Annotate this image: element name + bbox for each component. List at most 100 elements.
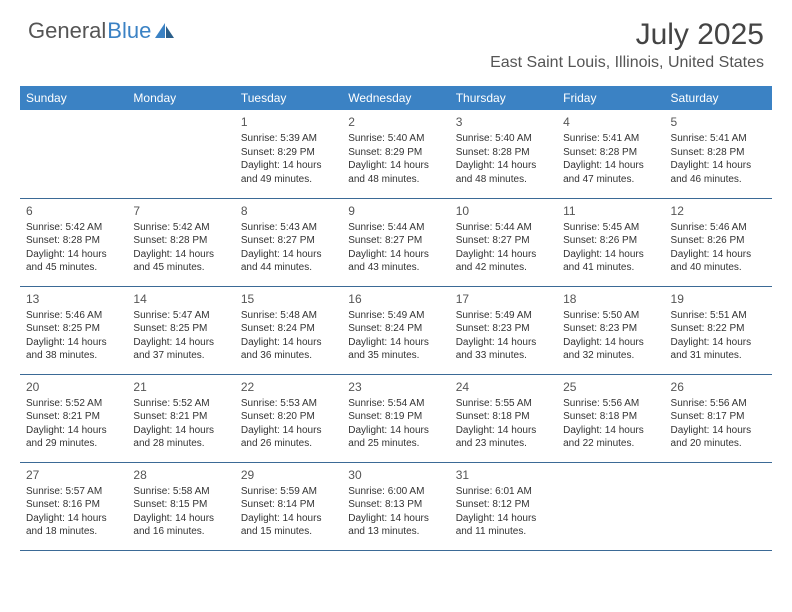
sunset-line: Sunset: 8:13 PM: [348, 498, 443, 512]
calendar-cell: [665, 462, 772, 550]
day-number: 2: [348, 114, 443, 130]
day-number: 3: [456, 114, 551, 130]
daylight-line-1: Daylight: 14 hours: [26, 336, 121, 350]
sunset-line: Sunset: 8:23 PM: [456, 322, 551, 336]
sunrise-line: Sunrise: 5:46 AM: [26, 309, 121, 323]
calendar-cell: 9Sunrise: 5:44 AMSunset: 8:27 PMDaylight…: [342, 198, 449, 286]
sunset-line: Sunset: 8:21 PM: [26, 410, 121, 424]
calendar-cell: 7Sunrise: 5:42 AMSunset: 8:28 PMDaylight…: [127, 198, 234, 286]
month-title: July 2025: [490, 18, 764, 52]
sunrise-line: Sunrise: 5:49 AM: [456, 309, 551, 323]
day-number: 23: [348, 379, 443, 395]
sunrise-line: Sunrise: 5:40 AM: [348, 132, 443, 146]
calendar-cell: 19Sunrise: 5:51 AMSunset: 8:22 PMDayligh…: [665, 286, 772, 374]
calendar-cell: [20, 110, 127, 198]
daylight-line-2: and 45 minutes.: [133, 261, 228, 275]
day-number: 11: [563, 203, 658, 219]
sunrise-line: Sunrise: 5:41 AM: [563, 132, 658, 146]
calendar-cell: 30Sunrise: 6:00 AMSunset: 8:13 PMDayligh…: [342, 462, 449, 550]
day-number: 13: [26, 291, 121, 307]
daylight-line-1: Daylight: 14 hours: [133, 336, 228, 350]
calendar-cell: 5Sunrise: 5:41 AMSunset: 8:28 PMDaylight…: [665, 110, 772, 198]
day-number: 28: [133, 467, 228, 483]
day-number: 10: [456, 203, 551, 219]
daylight-line-2: and 41 minutes.: [563, 261, 658, 275]
sunrise-line: Sunrise: 5:42 AM: [26, 221, 121, 235]
sunrise-line: Sunrise: 5:52 AM: [26, 397, 121, 411]
day-number: 26: [671, 379, 766, 395]
calendar-cell: 20Sunrise: 5:52 AMSunset: 8:21 PMDayligh…: [20, 374, 127, 462]
sunset-line: Sunset: 8:27 PM: [456, 234, 551, 248]
daylight-line-2: and 13 minutes.: [348, 525, 443, 539]
calendar-cell: 4Sunrise: 5:41 AMSunset: 8:28 PMDaylight…: [557, 110, 664, 198]
day-number: 6: [26, 203, 121, 219]
daylight-line-1: Daylight: 14 hours: [456, 159, 551, 173]
sunset-line: Sunset: 8:28 PM: [26, 234, 121, 248]
daylight-line-1: Daylight: 14 hours: [456, 424, 551, 438]
calendar-table: Sunday Monday Tuesday Wednesday Thursday…: [20, 86, 772, 551]
sunrise-line: Sunrise: 5:54 AM: [348, 397, 443, 411]
daylight-line-2: and 33 minutes.: [456, 349, 551, 363]
calendar-cell: 18Sunrise: 5:50 AMSunset: 8:23 PMDayligh…: [557, 286, 664, 374]
sunrise-line: Sunrise: 5:59 AM: [241, 485, 336, 499]
daylight-line-2: and 48 minutes.: [456, 173, 551, 187]
sunrise-line: Sunrise: 5:43 AM: [241, 221, 336, 235]
sunrise-line: Sunrise: 5:52 AM: [133, 397, 228, 411]
sunrise-line: Sunrise: 5:44 AM: [456, 221, 551, 235]
sunrise-line: Sunrise: 5:50 AM: [563, 309, 658, 323]
sunset-line: Sunset: 8:18 PM: [456, 410, 551, 424]
calendar-cell: 8Sunrise: 5:43 AMSunset: 8:27 PMDaylight…: [235, 198, 342, 286]
sunset-line: Sunset: 8:20 PM: [241, 410, 336, 424]
calendar-cell: 25Sunrise: 5:56 AMSunset: 8:18 PMDayligh…: [557, 374, 664, 462]
day-header: Wednesday: [342, 86, 449, 110]
day-number: 16: [348, 291, 443, 307]
day-number: 17: [456, 291, 551, 307]
daylight-line-2: and 43 minutes.: [348, 261, 443, 275]
sunrise-line: Sunrise: 5:57 AM: [26, 485, 121, 499]
day-number: 22: [241, 379, 336, 395]
daylight-line-2: and 20 minutes.: [671, 437, 766, 451]
daylight-line-1: Daylight: 14 hours: [456, 512, 551, 526]
day-number: 21: [133, 379, 228, 395]
sunset-line: Sunset: 8:28 PM: [456, 146, 551, 160]
calendar-cell: 21Sunrise: 5:52 AMSunset: 8:21 PMDayligh…: [127, 374, 234, 462]
daylight-line-1: Daylight: 14 hours: [563, 248, 658, 262]
sunset-line: Sunset: 8:26 PM: [671, 234, 766, 248]
daylight-line-2: and 42 minutes.: [456, 261, 551, 275]
daylight-line-2: and 29 minutes.: [26, 437, 121, 451]
daylight-line-1: Daylight: 14 hours: [348, 336, 443, 350]
calendar-week-row: 20Sunrise: 5:52 AMSunset: 8:21 PMDayligh…: [20, 374, 772, 462]
daylight-line-1: Daylight: 14 hours: [671, 159, 766, 173]
day-number: 9: [348, 203, 443, 219]
daylight-line-2: and 36 minutes.: [241, 349, 336, 363]
sunrise-line: Sunrise: 5:47 AM: [133, 309, 228, 323]
sunset-line: Sunset: 8:29 PM: [348, 146, 443, 160]
sunset-line: Sunset: 8:24 PM: [348, 322, 443, 336]
sunset-line: Sunset: 8:19 PM: [348, 410, 443, 424]
daylight-line-1: Daylight: 14 hours: [563, 159, 658, 173]
sunrise-line: Sunrise: 5:56 AM: [671, 397, 766, 411]
calendar-cell: 26Sunrise: 5:56 AMSunset: 8:17 PMDayligh…: [665, 374, 772, 462]
day-number: 5: [671, 114, 766, 130]
calendar-cell: [127, 110, 234, 198]
daylight-line-1: Daylight: 14 hours: [26, 248, 121, 262]
day-number: 20: [26, 379, 121, 395]
daylight-line-2: and 37 minutes.: [133, 349, 228, 363]
daylight-line-2: and 18 minutes.: [26, 525, 121, 539]
day-number: 8: [241, 203, 336, 219]
calendar-cell: 24Sunrise: 5:55 AMSunset: 8:18 PMDayligh…: [450, 374, 557, 462]
day-header: Tuesday: [235, 86, 342, 110]
calendar-cell: 14Sunrise: 5:47 AMSunset: 8:25 PMDayligh…: [127, 286, 234, 374]
day-number: 7: [133, 203, 228, 219]
daylight-line-1: Daylight: 14 hours: [456, 248, 551, 262]
header: GeneralBlue July 2025 East Saint Louis, …: [0, 0, 792, 78]
day-number: 12: [671, 203, 766, 219]
daylight-line-2: and 46 minutes.: [671, 173, 766, 187]
day-number: 14: [133, 291, 228, 307]
calendar-cell: 2Sunrise: 5:40 AMSunset: 8:29 PMDaylight…: [342, 110, 449, 198]
sunset-line: Sunset: 8:14 PM: [241, 498, 336, 512]
daylight-line-2: and 48 minutes.: [348, 173, 443, 187]
calendar-week-row: 27Sunrise: 5:57 AMSunset: 8:16 PMDayligh…: [20, 462, 772, 550]
title-block: July 2025 East Saint Louis, Illinois, Un…: [490, 18, 764, 72]
daylight-line-2: and 25 minutes.: [348, 437, 443, 451]
